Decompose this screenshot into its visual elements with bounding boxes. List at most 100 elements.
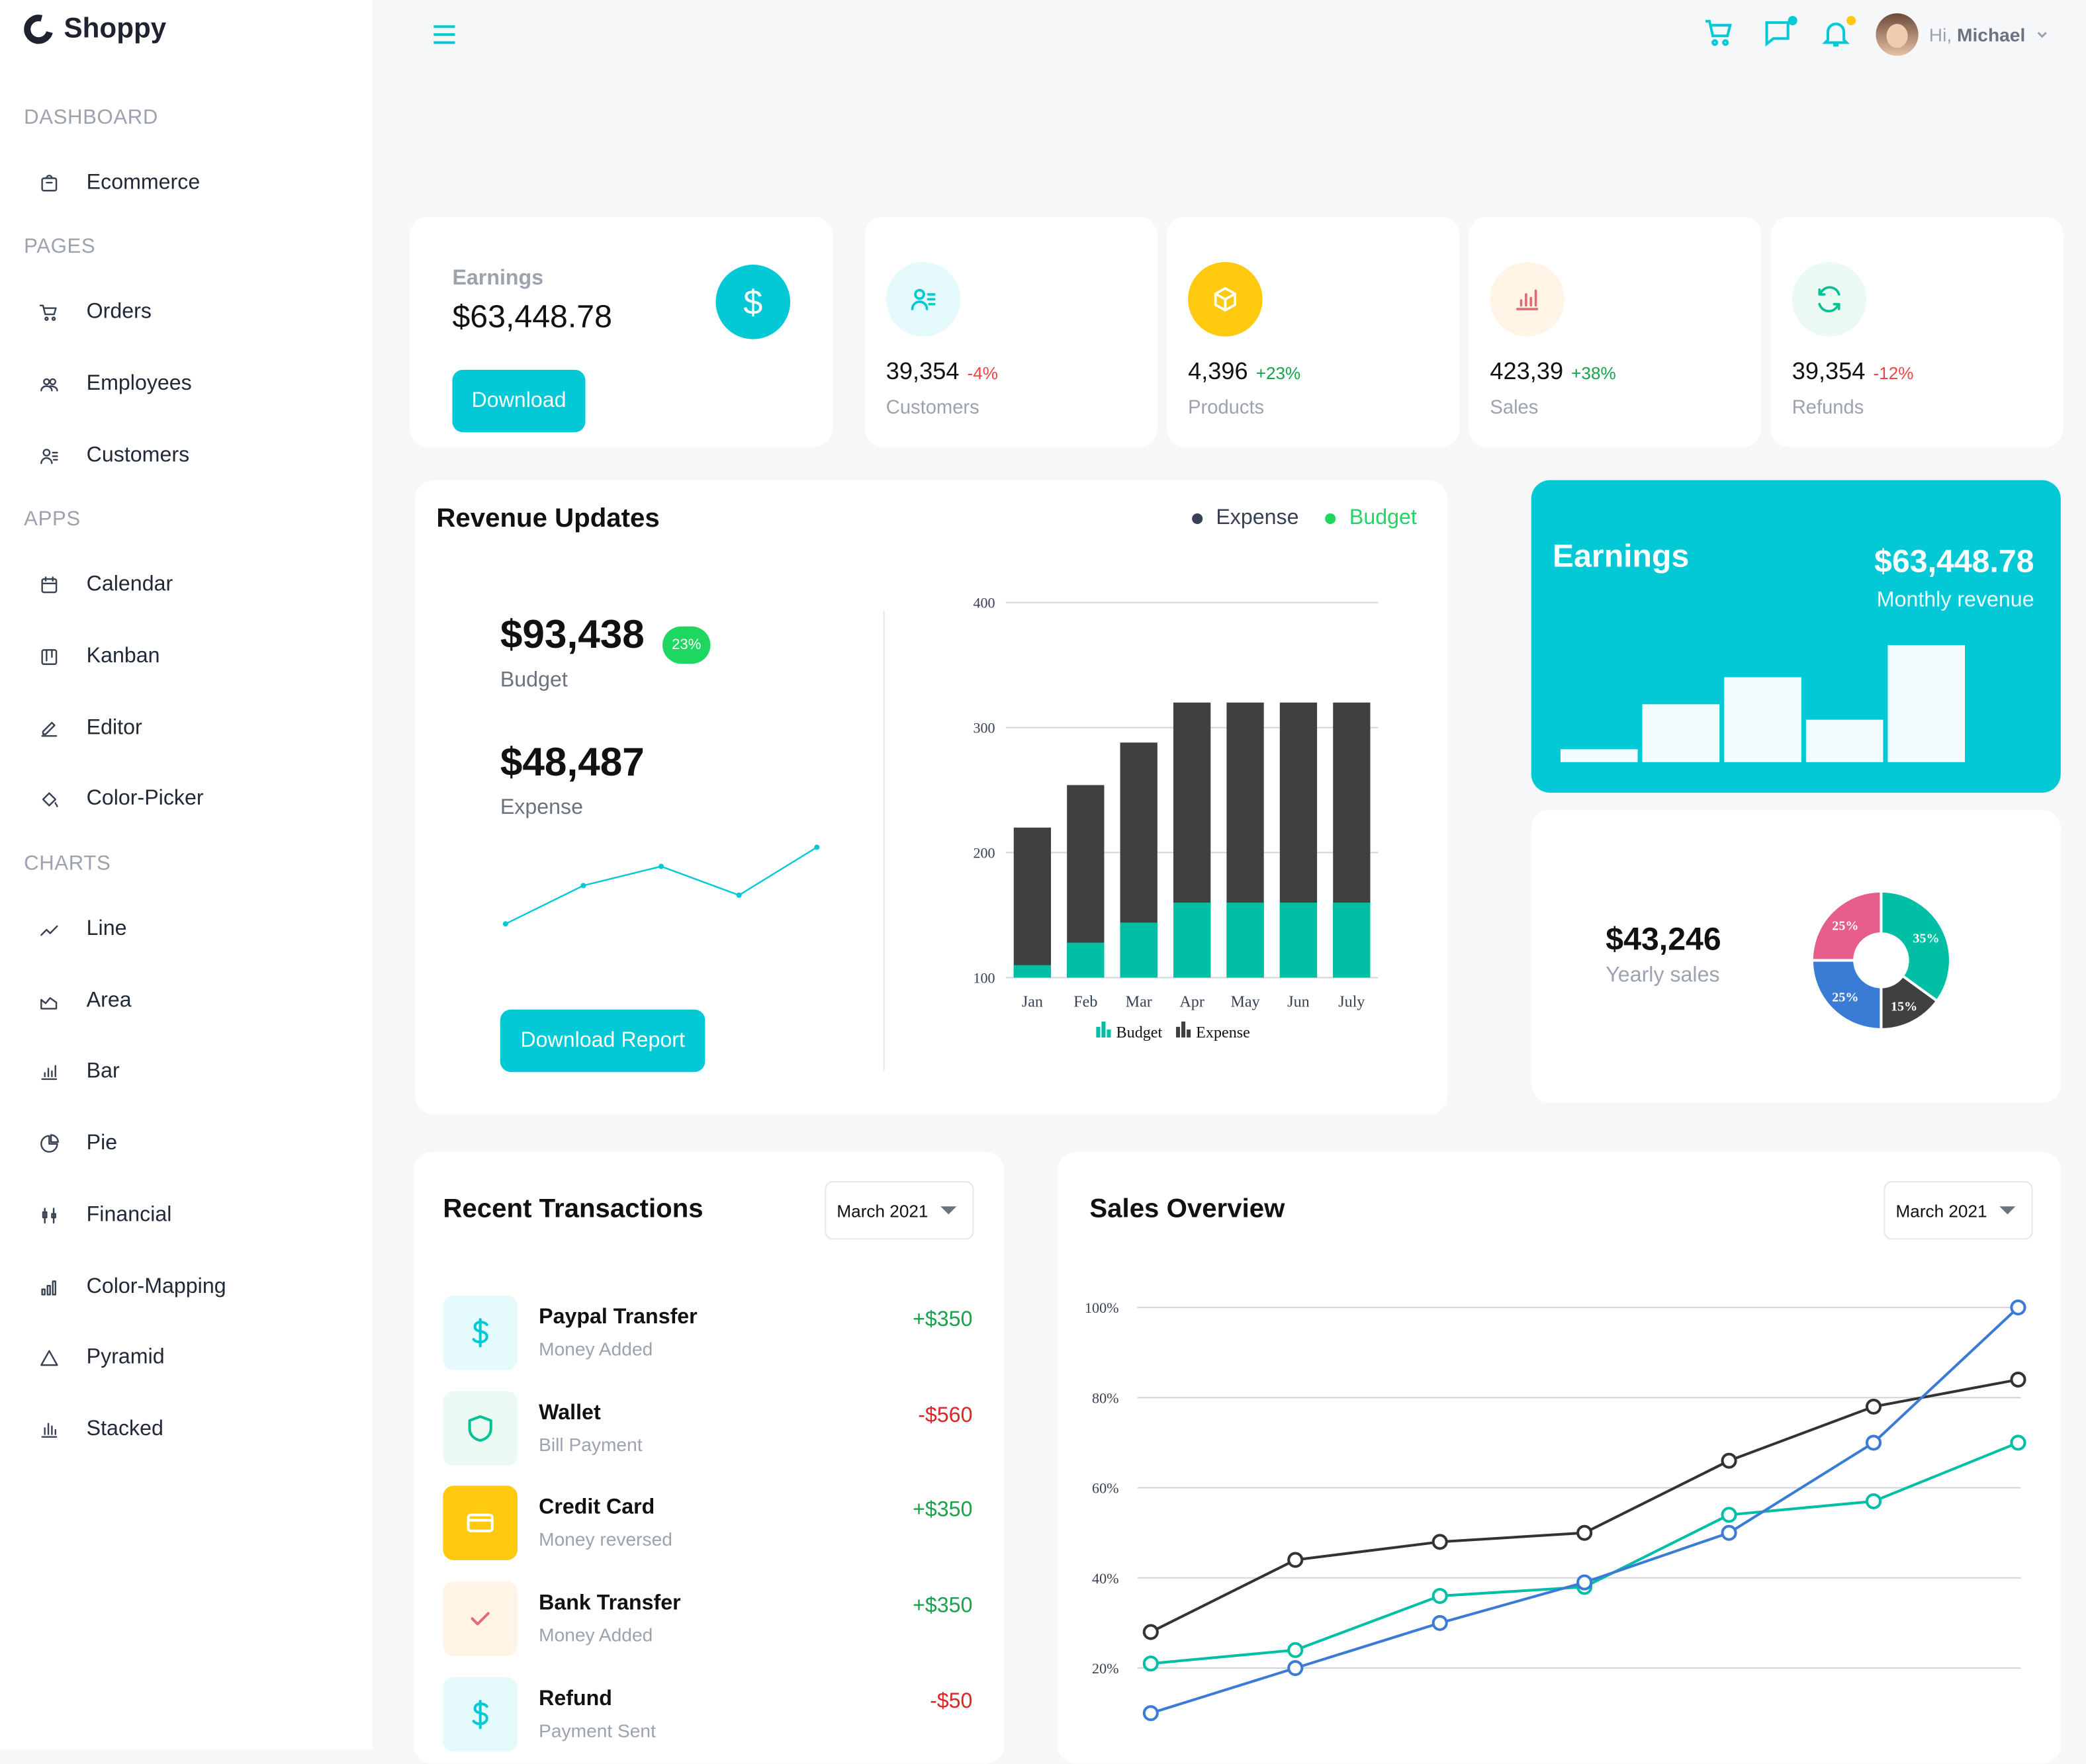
stat-icon-circle[interactable] — [1490, 262, 1564, 337]
download-button[interactable]: Download — [452, 369, 586, 433]
budget-bar — [1226, 903, 1264, 978]
download-report-button[interactable]: Download Report — [500, 1009, 705, 1073]
menu-toggle-button[interactable] — [428, 19, 460, 50]
cart-button[interactable] — [1703, 17, 1737, 52]
divider — [883, 610, 885, 1071]
stat-icon-circle[interactable] — [885, 262, 961, 337]
sidebar-item-financial[interactable]: Financial — [37, 1198, 171, 1233]
earnings-mini-bar — [1560, 749, 1638, 762]
topbar-actions: Hi, Michael — [1703, 13, 2049, 56]
stat-value-row: 39,354 -4% — [886, 358, 998, 386]
sidebar-item-customers[interactable]: Customers — [37, 439, 189, 473]
budget-value: $93,438 — [500, 613, 645, 658]
sales-series-point — [2010, 1371, 2026, 1388]
sidebar-item-stacked[interactable]: Stacked — [37, 1413, 163, 1447]
stat-label: Sales — [1490, 398, 1539, 419]
transaction-icon-box — [443, 1295, 518, 1370]
bag-icon — [40, 175, 57, 192]
sidebar-item-label: Financial — [86, 1204, 172, 1227]
user-avatar[interactable] — [1876, 13, 1919, 56]
pie-chart-icon-wrap — [37, 1133, 60, 1155]
sidebar-item-calendar[interactable]: Calendar — [37, 568, 173, 602]
chevron-down-icon[interactable] — [2036, 28, 2049, 41]
financial-icon-wrap — [37, 1204, 60, 1227]
sales-series-point — [1142, 1655, 1159, 1672]
yearly-donut-chart: 35% 15% 25% 25% — [1810, 889, 1952, 1031]
line-chart-icon-wrap — [37, 918, 60, 941]
sidebar-item-pyramid[interactable]: Pyramid — [37, 1341, 165, 1375]
sidebar: Shoppy DASHBOARD Ecommerce PAGES Orders Empl… — [0, 0, 373, 1749]
y-tick-label: 40% — [1092, 1570, 1119, 1587]
donut-slice-label: 25% — [1832, 990, 1858, 1004]
cart-icon — [38, 304, 56, 321]
budget-bar — [1120, 922, 1157, 978]
hamburger-icon — [433, 25, 455, 44]
notifications-button[interactable] — [1820, 16, 1856, 52]
sidebar-item-label: Calendar — [86, 573, 173, 596]
edit-icon-wrap — [37, 718, 60, 740]
sidebar-item-label: Pyramid — [86, 1346, 165, 1369]
earnings-value: $63,448.78 — [452, 299, 612, 335]
sales-series-point — [1287, 1552, 1304, 1568]
sidebar-item-color-picker[interactable]: Color-Picker — [37, 782, 204, 816]
bell-notification-dot — [1846, 16, 1856, 26]
brand-logo[interactable]: Shoppy — [19, 9, 166, 50]
transaction-row[interactable]: Paypal Transfer Money Added +$350 — [443, 1295, 972, 1370]
kanban-icon — [40, 649, 57, 665]
transaction-row[interactable]: Wallet Bill Payment -$560 — [443, 1391, 972, 1466]
y-tick-label: 400 — [973, 595, 995, 611]
area-chart-icon — [40, 997, 57, 1010]
sidebar-item-line[interactable]: Line — [37, 912, 126, 947]
transaction-desc: Payment Sent — [539, 1719, 656, 1741]
sales-series-point — [1576, 1574, 1593, 1591]
user-greeting[interactable]: Hi, Michael — [1928, 24, 2026, 46]
transaction-name: Bank Transfer — [539, 1592, 681, 1615]
sidebar-item-label: Pie — [86, 1131, 118, 1155]
budget-label: Budget — [500, 669, 568, 692]
budget-bar — [1067, 942, 1105, 978]
sidebar-item-label: Stacked — [86, 1417, 163, 1441]
sparkline-point — [736, 892, 742, 898]
sidebar-item-kanban[interactable]: Kanban — [37, 640, 160, 674]
bar-chart-icon-wrap — [37, 1061, 60, 1083]
stat-value-row: 39,354 -12% — [1792, 358, 1914, 386]
employees-icon — [40, 378, 58, 392]
transaction-desc: Bill Payment — [539, 1433, 643, 1455]
customers-icon — [40, 449, 58, 464]
sidebar-item-orders[interactable]: Orders — [37, 295, 152, 330]
legend-swatch — [1181, 1021, 1186, 1037]
sales-series-point — [1721, 1452, 1737, 1469]
sales-series-point — [1142, 1624, 1159, 1640]
sparkline-point — [580, 883, 586, 889]
sidebar-item-label: Employees — [86, 372, 192, 396]
shield-icon — [468, 1415, 492, 1442]
transaction-row[interactable]: Credit Card Money reversed +$350 — [443, 1486, 972, 1561]
sales-series-point — [1865, 1493, 1882, 1510]
transaction-row[interactable]: Refund Payment Sent -$50 — [443, 1677, 972, 1752]
legend-swatch — [1187, 1029, 1191, 1037]
sidebar-item-area[interactable]: Area — [37, 985, 132, 1019]
bell-icon — [1822, 22, 1850, 47]
transaction-row[interactable]: Bank Transfer Money Added +$350 — [443, 1581, 972, 1656]
sales-month-select[interactable]: March 2021 — [1883, 1181, 2033, 1240]
y-tick-label: 60% — [1092, 1480, 1119, 1497]
sidebar-item-editor[interactable]: Editor — [37, 711, 142, 746]
stat-icon-circle[interactable] — [1188, 262, 1263, 337]
stat-percent: -12% — [1873, 363, 1914, 383]
revenue-legend: Expense Budget — [1192, 507, 1417, 531]
transactions-month-select[interactable]: March 2021 — [825, 1181, 974, 1240]
sidebar-item-employees[interactable]: Employees — [37, 367, 192, 402]
revenue-sparkline — [502, 844, 820, 927]
line-chart-icon — [40, 925, 58, 936]
stat-icon-circle[interactable] — [1791, 262, 1867, 337]
sales-overview-line-chart: 20% 40% 60% 80% 100% — [1085, 1299, 2026, 1722]
sidebar-item-pie[interactable]: Pie — [37, 1127, 117, 1161]
sidebar-item-bar[interactable]: Bar — [37, 1055, 120, 1089]
chat-button[interactable] — [1762, 16, 1797, 52]
x-tick-label: Jun — [1287, 994, 1310, 1011]
transaction-desc: Money Added — [539, 1624, 653, 1646]
budget-bar — [1279, 903, 1318, 978]
sidebar-item-color-mapping[interactable]: Color-Mapping — [37, 1270, 226, 1305]
dollar-icon — [472, 1318, 488, 1348]
sidebar-item-ecommerce[interactable]: Ecommerce — [37, 166, 200, 200]
